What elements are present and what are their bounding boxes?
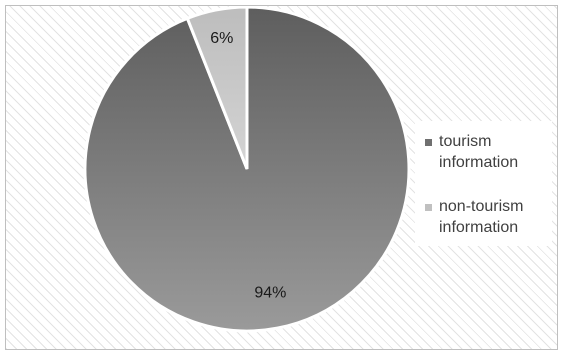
data-label-tourism: 94% [254,285,286,302]
legend-label-tourism: tourism information [439,133,519,171]
legend-swatch-tourism [425,139,432,146]
legend-swatch-non-tourism [425,204,432,211]
chart-area: 94% 6% tourism information non-tourism in… [5,5,558,350]
legend-label-non-tourism: non-tourism information [439,198,524,236]
pie-slice-non-tourism [185,6,249,170]
legend: tourism information non-tourism informat… [415,121,552,246]
pie-chart: 94% 6% [83,6,411,333]
data-label-non-tourism: 6% [210,30,233,47]
